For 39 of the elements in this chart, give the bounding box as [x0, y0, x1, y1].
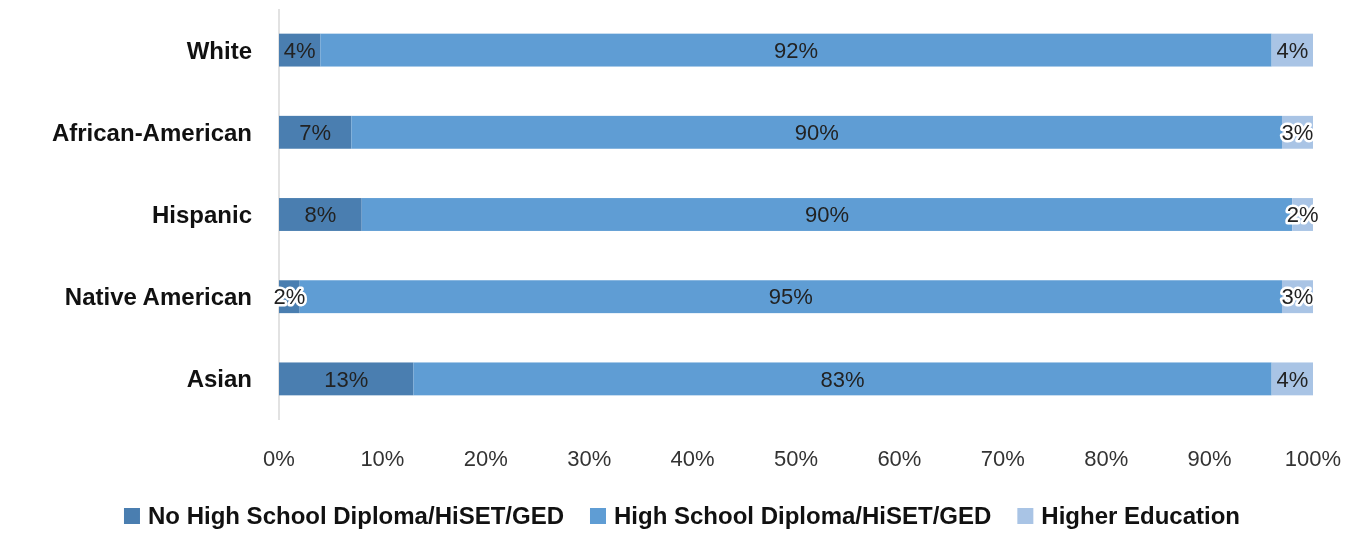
bar: [413, 362, 1272, 396]
x-tick-label: 20%: [463, 445, 508, 471]
bar: [279, 115, 352, 149]
data-label: 4%: [283, 37, 316, 63]
bar: [279, 362, 414, 396]
data-label: 7%: [299, 120, 332, 145]
x-tick-label: 100%: [1284, 445, 1342, 471]
x-tick-label: 70%: [980, 445, 1025, 471]
x-tick-label: 90%: [1187, 445, 1232, 471]
y-tick-label: Hispanic: [151, 200, 252, 228]
data-label: 13%: [324, 366, 369, 392]
data-label: 90%: [794, 120, 839, 145]
data-label: 92%: [773, 37, 819, 63]
y-tick-label: Asian: [186, 365, 252, 393]
x-tick-label: 40%: [670, 445, 715, 471]
y-tick-label: African-American: [51, 118, 252, 146]
x-tick-label: 60%: [877, 445, 922, 471]
y-tick-label: White: [186, 36, 252, 64]
x-tick-label: 10%: [360, 445, 405, 471]
legend-label: High School Diploma/HiSET/GED: [613, 502, 992, 530]
data-label: 83%: [820, 366, 865, 392]
x-tick-label: 80%: [1084, 445, 1129, 471]
x-tick-label: 0%: [263, 445, 295, 471]
y-tick-label: Native American: [64, 283, 252, 311]
bar: [351, 115, 1282, 149]
x-tick-label: 50%: [773, 445, 819, 471]
bar: [279, 198, 362, 231]
legend-label: Higher Education: [1041, 502, 1241, 530]
data-label: 4%: [1276, 37, 1309, 63]
x-tick-label: 30%: [567, 445, 612, 471]
data-label: 90%: [805, 202, 850, 228]
data-label: 3%: [1281, 120, 1314, 145]
bar: [320, 33, 1272, 67]
data-label: 95%: [768, 284, 813, 310]
data-label: 8%: [304, 202, 337, 228]
data-label: 2%: [1286, 202, 1319, 228]
data-label: 4%: [1276, 366, 1309, 392]
data-label: 3%: [1281, 284, 1314, 310]
legend-label: No High School Diploma/HiSET/GED: [147, 502, 564, 530]
